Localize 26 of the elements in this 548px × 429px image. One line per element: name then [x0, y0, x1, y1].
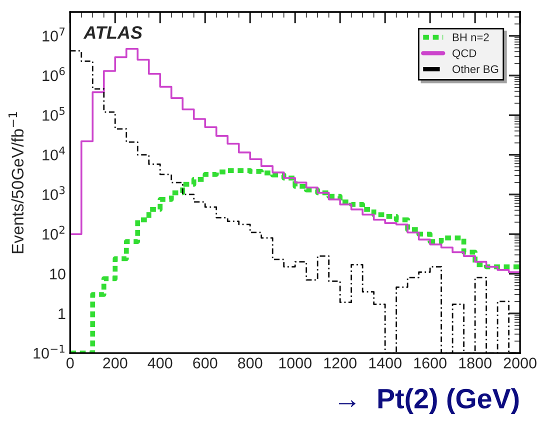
y-tick-label: 10$^{4}$: [42, 146, 65, 160]
x-tick-label: 400: [148, 358, 172, 368]
y-tick-label: 1: [58, 308, 66, 319]
y-tick-label: 10: [50, 268, 66, 280]
x-tick-label: 1200: [324, 358, 356, 368]
y-tick-label: 10$^{3}$: [42, 186, 65, 200]
y-tick-label: 10$^{5}$: [42, 106, 65, 121]
annotation: ATLAS: [83, 26, 142, 39]
x-tick-label: 2000: [504, 358, 536, 368]
y-tick-label: 10$^{2}$: [42, 226, 64, 240]
y-axis-title: Events/50GeV/fb$^{−1}$: [8, 112, 24, 254]
y-tick-label: 10$^{7}$: [42, 28, 65, 42]
x-tick-label: 1000: [279, 358, 312, 368]
x-axis-title: → Pt(2) (GeV): [338, 388, 519, 414]
x-tick-label: 600: [193, 358, 218, 368]
x-tick-label: 0: [66, 358, 74, 368]
legend-label: BH n=2: [452, 33, 489, 42]
x-tick-label: 200: [103, 358, 128, 368]
legend-label: Other BG: [452, 64, 498, 74]
y-tick-label: 10$^{−1}$: [34, 344, 64, 359]
x-tick-label: 1600: [414, 358, 446, 368]
x-tick-label: 1400: [369, 358, 402, 368]
x-tick-label: 1800: [459, 358, 492, 368]
y-tick-label: 10$^{6}$: [42, 67, 65, 82]
legend-label: QCD: [452, 49, 476, 60]
x-tick-label: 800: [238, 358, 262, 368]
